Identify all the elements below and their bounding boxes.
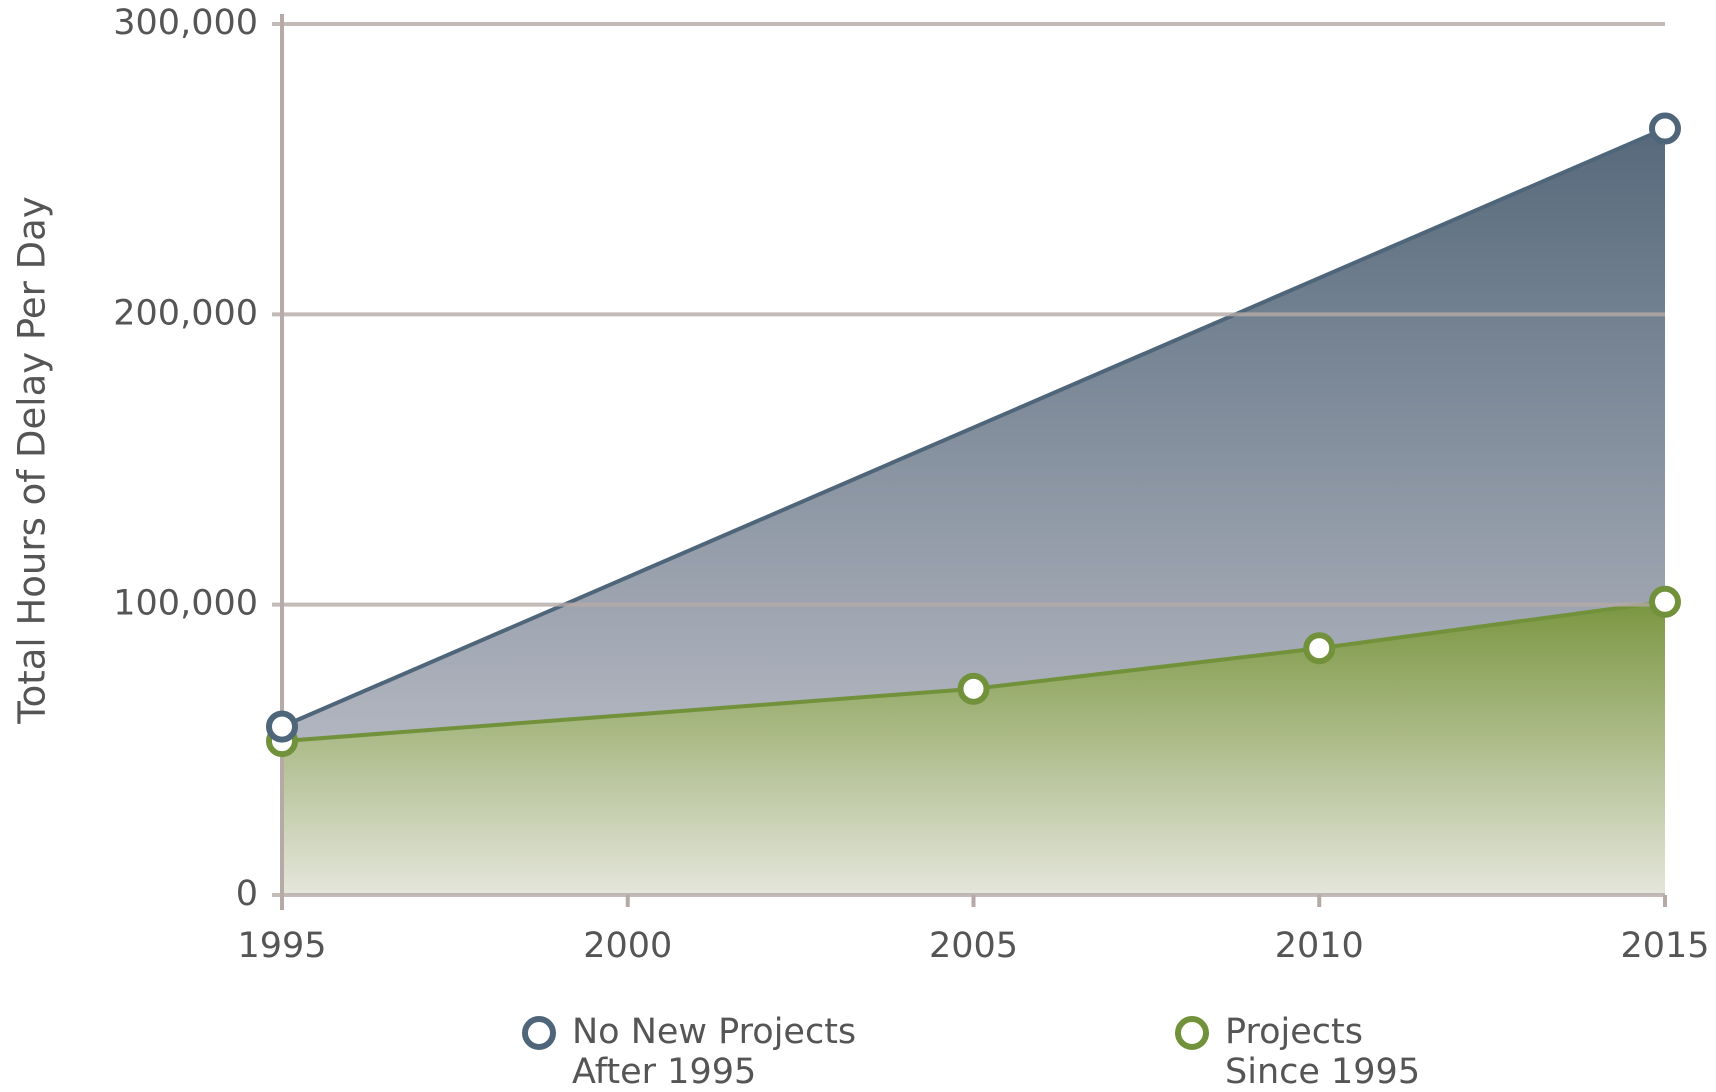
- legend-entry: Projects Since 1995: [1175, 1012, 1445, 1092]
- x-tick-label: 2005: [929, 926, 1018, 966]
- y-axis-label: Total Hours of Delay Per Day: [11, 196, 54, 724]
- y-tick-label: 100,000: [113, 584, 258, 624]
- x-tick-label: 2010: [1275, 926, 1364, 966]
- line: [281, 126, 1666, 729]
- point: [1649, 112, 1681, 145]
- y-tick-label: 0: [236, 874, 258, 914]
- x-tick-label: 2000: [583, 926, 672, 966]
- point: [1303, 632, 1336, 665]
- line: [281, 599, 1666, 744]
- x-tick-label: 1995: [237, 926, 326, 966]
- y-tick-label: 200,000: [113, 293, 258, 333]
- legend-label: Projects Since 1995: [1225, 1012, 1421, 1092]
- point: [266, 710, 298, 743]
- x-tick-label: 2015: [1620, 926, 1709, 966]
- point: [1649, 585, 1681, 618]
- legend-marker: [522, 1016, 556, 1050]
- legend-marker: [1175, 1016, 1209, 1050]
- area: [282, 601, 1665, 895]
- legend-label: No New Projects After 1995: [572, 1012, 857, 1092]
- legend-entry: No New Projects After 1995: [522, 1012, 892, 1092]
- y-tick-label: 300,000: [113, 3, 258, 43]
- point: [957, 672, 990, 705]
